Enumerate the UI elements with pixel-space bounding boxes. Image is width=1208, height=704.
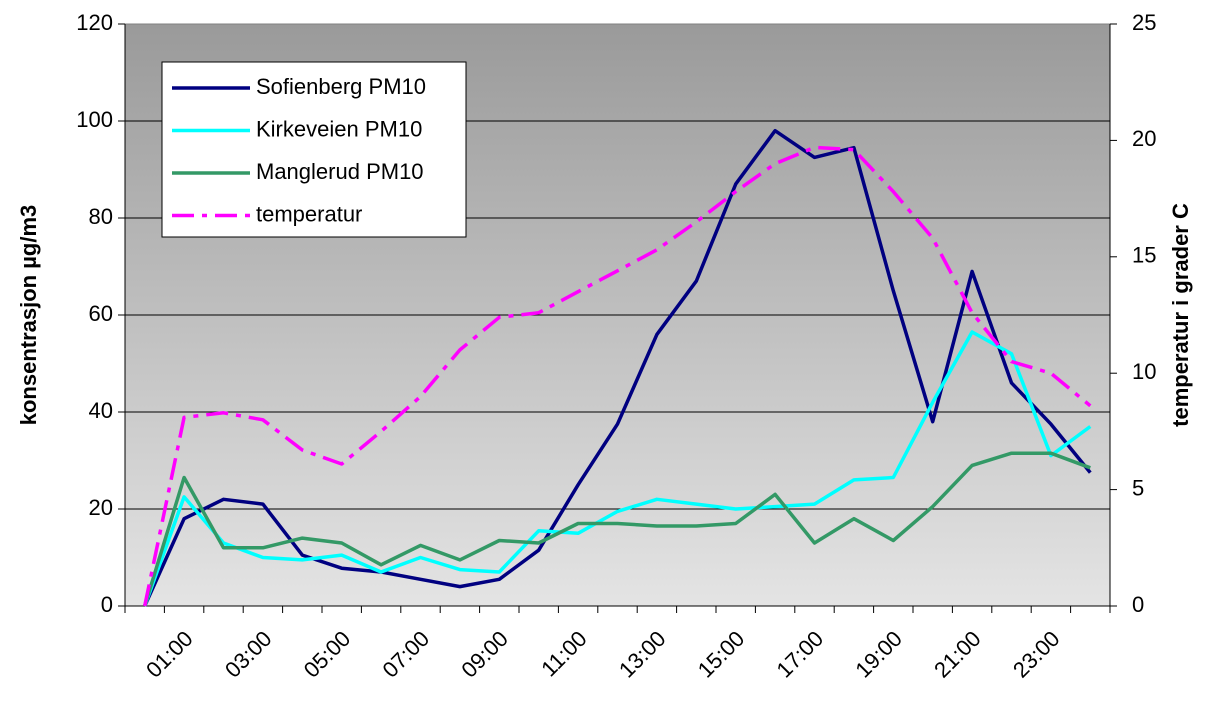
x-tick-label: 21:00 — [929, 626, 986, 683]
legend-label: temperatur — [256, 201, 362, 226]
legend-label: Kirkeveien PM10 — [256, 116, 422, 141]
x-tick-label: 09:00 — [456, 626, 513, 683]
y-tick-label: 100 — [76, 107, 113, 132]
legend-label: Manglerud PM10 — [256, 159, 424, 184]
y2-tick-label: 15 — [1132, 243, 1156, 268]
x-tick-label: 11:00 — [536, 626, 591, 681]
y2-tick-label: 0 — [1132, 592, 1144, 617]
y-tick-label: 20 — [89, 495, 113, 520]
x-tick-label: 03:00 — [220, 626, 277, 683]
x-tick-label: 05:00 — [299, 626, 356, 683]
y2-tick-label: 10 — [1132, 359, 1156, 384]
y-tick-label: 40 — [89, 398, 113, 423]
x-tick-label: 07:00 — [378, 626, 435, 683]
y-tick-label: 0 — [101, 592, 113, 617]
y2-axis-title: temperatur i grader C — [1168, 203, 1193, 427]
y-tick-label: 80 — [89, 204, 113, 229]
x-tick-label: 19:00 — [850, 626, 907, 683]
y-axis-title: konsentrasjon µg/m3 — [16, 205, 41, 426]
x-tick-label: 23:00 — [1008, 626, 1065, 683]
y2-tick-label: 25 — [1132, 10, 1156, 35]
series-line — [143, 128, 1092, 607]
x-tick-label: 15:00 — [693, 626, 750, 683]
x-tick-label: 13:00 — [614, 626, 671, 683]
x-tick-label: 17:00 — [772, 626, 829, 683]
y-tick-label: 120 — [76, 10, 113, 35]
series-line — [143, 451, 1091, 607]
legend-box — [161, 61, 467, 238]
y2-tick-label: 20 — [1132, 126, 1156, 151]
y-tick-label: 60 — [89, 301, 113, 326]
y2-tick-label: 5 — [1132, 475, 1144, 500]
series-line — [142, 145, 1092, 607]
series-line — [143, 330, 1092, 607]
legend-label: Sofienberg PM10 — [256, 74, 426, 99]
x-tick-label: 01:00 — [141, 626, 198, 683]
